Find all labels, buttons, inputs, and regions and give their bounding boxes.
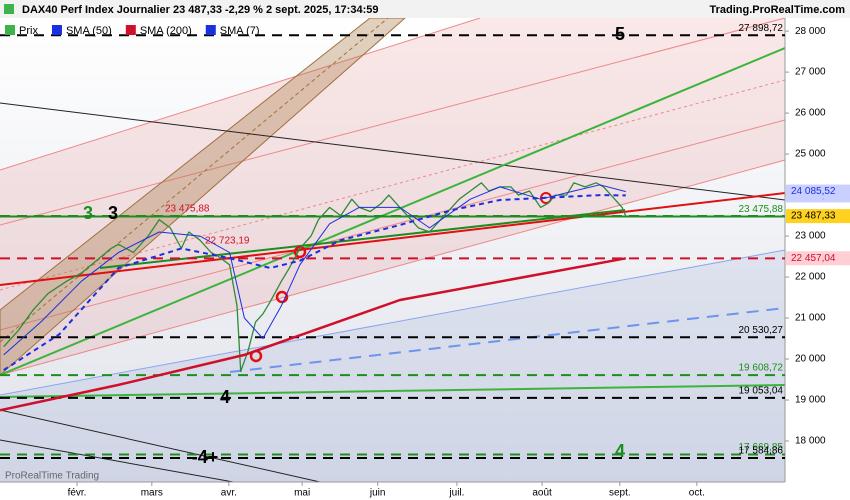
level-label: 19 053,04 — [739, 385, 784, 396]
red-channel — [0, 18, 785, 375]
annotation: 22 723,19 — [205, 236, 250, 247]
annotation: -4+ — [192, 447, 219, 467]
annotation: 5 — [615, 24, 625, 44]
end-label: 22 457,04 — [791, 253, 836, 264]
y-tick-label: 19 000 — [795, 395, 826, 406]
trend-line — [0, 409, 323, 482]
trend-line — [0, 102, 785, 201]
header-bar — [0, 0, 850, 18]
channel-mid — [0, 18, 389, 343]
x-tick-label: juin — [369, 488, 386, 499]
annotation: 23 475,88 — [165, 204, 210, 215]
level-label: 20 530,27 — [739, 325, 784, 336]
x-tick-label: juil. — [448, 488, 464, 499]
series-line — [0, 257, 627, 412]
x-tick-label: févr. — [68, 488, 87, 499]
plot-layer — [0, 34, 785, 460]
channel-line — [0, 159, 785, 376]
trend-line — [0, 439, 237, 482]
chart-title: DAX40 Perf Index Journalier 23 487,33 -2… — [22, 4, 378, 16]
annotation: 3 — [108, 203, 118, 223]
x-tick-label: août — [532, 488, 552, 499]
level-label: 17 669,85 — [739, 442, 784, 453]
y-tick-label: 27 000 — [795, 67, 826, 78]
end-label: 23 487,33 — [791, 211, 836, 222]
end-label-box — [786, 209, 850, 224]
annotation: 4 — [220, 387, 230, 407]
x-tick-label: mars — [141, 488, 163, 499]
y-tick-label: 21 000 — [795, 313, 826, 324]
trend-line — [229, 307, 785, 373]
y-tick-label: 25 000 — [795, 149, 826, 160]
x-tick-label: avr. — [221, 488, 237, 499]
channel-line — [0, 119, 785, 331]
marker — [293, 245, 307, 259]
level-label: 27 898,72 — [739, 23, 784, 34]
blue-zone — [0, 250, 785, 482]
icon — [4, 4, 14, 14]
legend-swatch — [51, 25, 62, 35]
marker — [275, 290, 289, 304]
y-tick-label: 18 000 — [795, 436, 826, 447]
annotation: 4 — [615, 441, 625, 461]
y-tick-label: 22 000 — [795, 272, 826, 283]
channel-line — [0, 18, 785, 226]
plot-area — [0, 18, 785, 482]
annotation: 3 — [83, 203, 93, 223]
legend-swatch — [5, 25, 15, 35]
end-label-box — [786, 184, 850, 199]
trend-line — [0, 47, 785, 376]
trend-line — [0, 249, 785, 396]
legend-label: SMA (50) — [66, 25, 112, 37]
end-label-box — [786, 251, 850, 266]
series-line — [3, 182, 627, 372]
end-label: 24 085,52 — [791, 186, 836, 197]
annotation: ProRealTime Trading — [5, 471, 99, 482]
level-label: 19 608,72 — [739, 363, 784, 374]
legend-swatch — [205, 25, 216, 35]
legend-label: SMA (7) — [220, 25, 260, 37]
legend-swatch — [125, 25, 136, 35]
channel-line — [0, 18, 481, 171]
y-tick-label: 20 000 — [795, 354, 826, 365]
x-tick-label: oct. — [689, 488, 705, 499]
trend-line — [0, 384, 785, 398]
trend-line — [0, 192, 785, 286]
brown-channel — [0, 18, 406, 376]
y-tick-label: 26 000 — [795, 108, 826, 119]
level-label: 23 475,88 — [739, 204, 784, 215]
series-line — [3, 184, 626, 356]
y-tick-label: 28 000 — [795, 26, 826, 37]
source: Trading.ProRealTime.com — [709, 4, 845, 16]
x-tick-label: mai — [294, 488, 310, 499]
x-tick-label: sept. — [609, 488, 631, 499]
level-label: 17 584,86 — [739, 446, 784, 457]
y-tick-label: 23 000 — [795, 231, 826, 242]
legend-label: Prix — [19, 25, 38, 37]
legend-label: SMA (200) — [140, 25, 192, 37]
